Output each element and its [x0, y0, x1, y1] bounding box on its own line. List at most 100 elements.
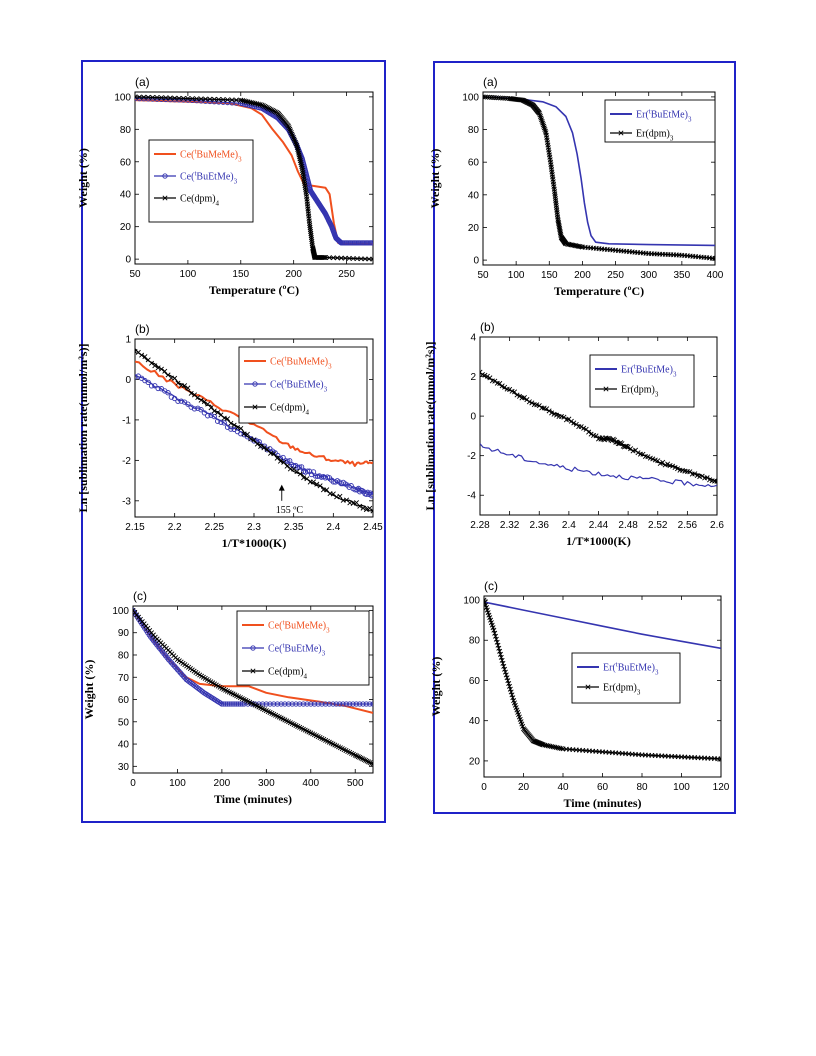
legend-marker [618, 130, 624, 136]
chart-left-c: 0 100 200 300 400 500 30 40 50 60 70 80 90 100 Time (m… [82, 589, 374, 806]
chart-left-a: 50 100 150 200 250 0 20 40 60 80 100 Temperature (º… [76, 75, 374, 297]
x-tick-label: 20 [518, 782, 530, 793]
x-tick-label: 200 [285, 269, 302, 280]
data-point [188, 390, 194, 396]
data-point [152, 383, 158, 389]
data-point [357, 701, 363, 707]
data-point [337, 493, 343, 499]
data-point [541, 125, 547, 131]
data-point [308, 229, 314, 235]
data-point [337, 701, 343, 707]
plot-area [482, 91, 716, 266]
data-point [254, 441, 260, 447]
y-tick-label: 90 [118, 628, 130, 639]
data-point [506, 683, 513, 689]
data-point [264, 446, 270, 452]
annotation-label: 155 ºC [276, 505, 304, 516]
data-point [163, 95, 169, 101]
data-point [568, 418, 574, 424]
annotation-arrowhead [278, 484, 285, 491]
data-point [542, 128, 548, 134]
data-point [172, 395, 178, 402]
chart-right-a: 50 100 150 200 250 300 350 400 0 20 40 60 80 100 Tempe… [428, 75, 724, 298]
data-point [180, 95, 186, 101]
data-point [297, 701, 303, 707]
data-point [221, 701, 227, 707]
y-tick-label: 30 [118, 762, 130, 773]
panel-label: (a) [483, 75, 498, 89]
data-point [135, 374, 138, 380]
data-point [322, 254, 328, 261]
data-point [271, 451, 277, 457]
panel-label: (c) [133, 589, 147, 603]
y-tick-label: -4 [467, 491, 476, 502]
data-point [367, 505, 373, 511]
data-point [307, 227, 313, 233]
data-point [657, 460, 663, 466]
data-point [499, 383, 505, 389]
data-point [289, 701, 295, 707]
data-point [280, 454, 286, 461]
data-point [501, 663, 507, 669]
data-point [267, 701, 273, 707]
data-point [321, 254, 327, 261]
data-point [185, 401, 191, 407]
data-point [185, 385, 191, 391]
legend-marker [162, 173, 168, 179]
data-point [347, 701, 353, 707]
y-tick-label: 60 [469, 676, 481, 687]
y-tick-label: 0 [473, 256, 479, 267]
data-point [504, 675, 510, 681]
data-point [363, 701, 369, 707]
data-point [507, 686, 513, 692]
data-point [537, 112, 543, 118]
data-point [251, 438, 257, 444]
data-point [262, 103, 268, 109]
data-point [259, 102, 265, 108]
data-point [233, 97, 239, 103]
data-point [231, 422, 237, 428]
data-point [226, 701, 232, 707]
data-point [674, 466, 681, 472]
data-point [264, 105, 270, 111]
data-point [224, 701, 231, 707]
data-point [712, 255, 715, 261]
data-point [514, 392, 520, 398]
x-tick-label: 250 [607, 270, 624, 281]
data-point [354, 753, 360, 759]
data-point [352, 752, 358, 758]
data-point [139, 352, 145, 358]
data-point [234, 701, 240, 707]
data-point [333, 701, 339, 707]
data-point [369, 760, 373, 766]
x-tick-label: 2.3 [247, 522, 261, 533]
legend-label: Ce(tBuEtMe)3 [268, 642, 326, 658]
data-point [581, 425, 587, 431]
data-point [512, 389, 518, 395]
x-tick-label: 100 [673, 782, 690, 793]
data-point [234, 424, 240, 430]
data-point [361, 757, 367, 763]
x-tick-label: 2.25 [205, 522, 225, 533]
data-point [539, 118, 545, 124]
legend-marker [585, 684, 591, 690]
data-point [571, 420, 577, 426]
data-point [203, 96, 209, 102]
x-tick-label: 2.4 [326, 522, 340, 533]
y-tick-label: 0 [125, 255, 131, 266]
data-point [537, 113, 543, 119]
data-point [308, 235, 314, 241]
data-point [304, 701, 310, 707]
data-point [326, 255, 332, 261]
data-point [613, 439, 619, 445]
legend-label: Er(dpm)3 [603, 683, 641, 697]
legend: Ce(tBuMeMe)3 Ce(tBuEtMe)3 Ce(dpm)4 [236, 610, 370, 686]
data-point [272, 109, 278, 115]
data-point [219, 701, 225, 707]
data-point [211, 413, 217, 420]
y-tick-label: 40 [118, 740, 130, 751]
data-point [150, 94, 156, 100]
data-point [201, 410, 208, 416]
data-point [172, 95, 178, 101]
legend-label: Ce(tBuMeMe)3 [180, 148, 242, 164]
